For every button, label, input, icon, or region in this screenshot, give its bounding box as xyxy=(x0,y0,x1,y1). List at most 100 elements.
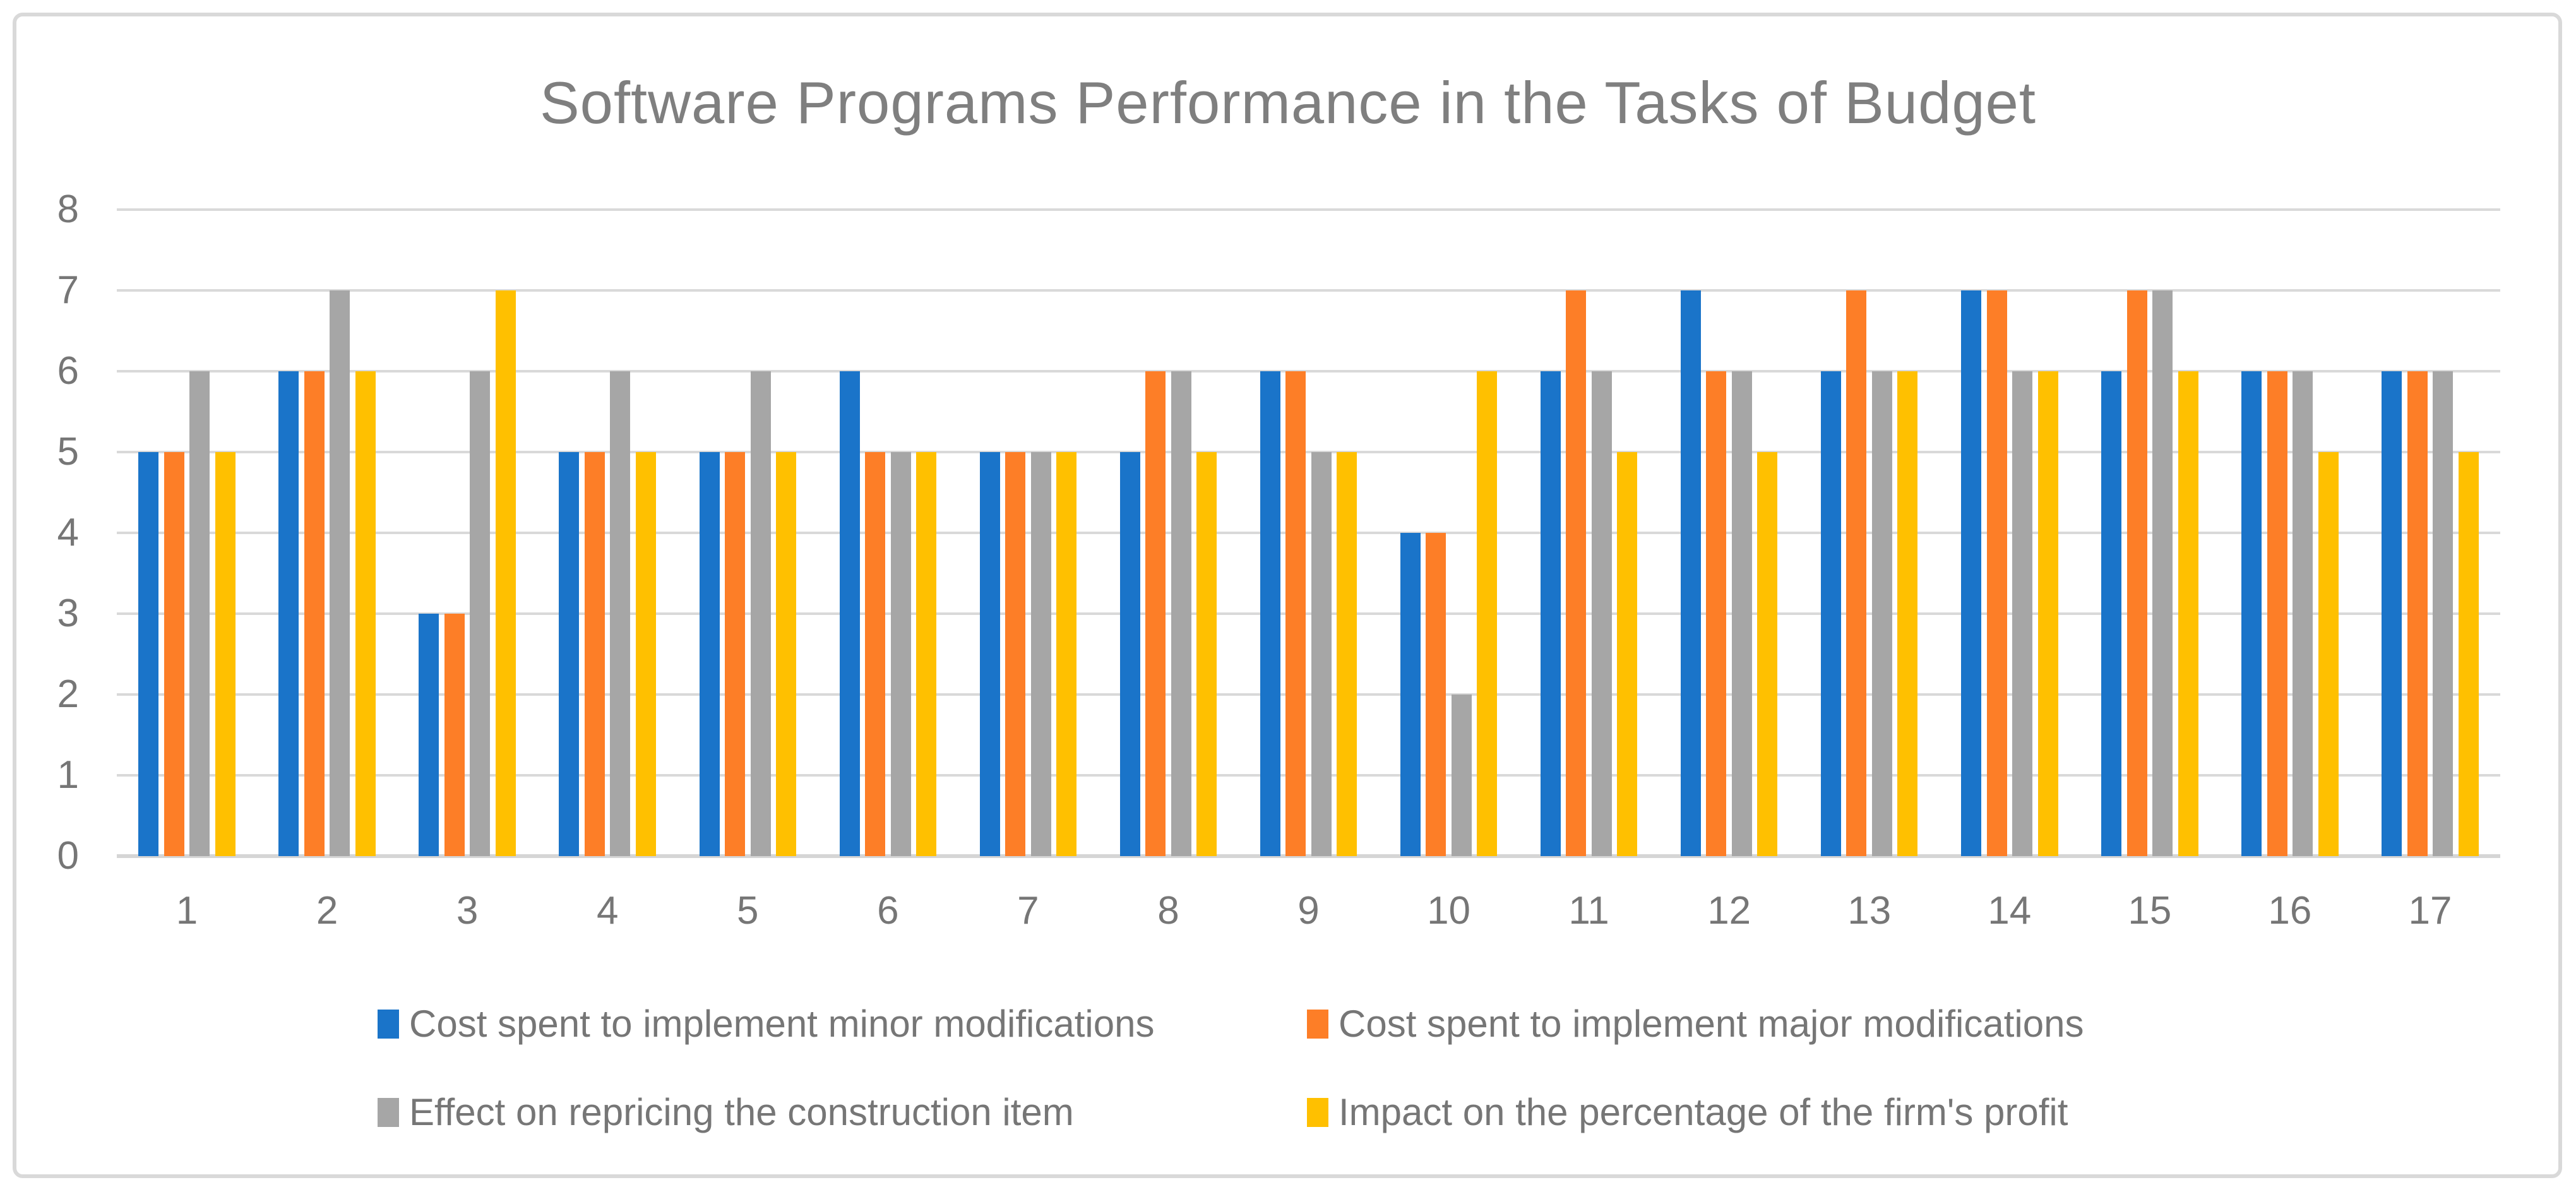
bar-series1-cat4 xyxy=(559,452,580,856)
bar-series4-cat17 xyxy=(2458,452,2479,856)
y-axis-tick-label: 4 xyxy=(57,511,79,554)
bar-series1-cat7 xyxy=(979,452,1000,856)
bar-series4-cat7 xyxy=(1056,452,1077,856)
legend-swatch-icon xyxy=(378,1098,399,1127)
bar-series3-cat3 xyxy=(470,371,491,856)
x-axis-category-label: 13 xyxy=(1847,889,1892,933)
bar-series3-cat1 xyxy=(189,371,210,856)
x-axis-category-label: 12 xyxy=(1707,889,1751,933)
bar-series4-cat4 xyxy=(635,452,656,856)
x-axis-category-label: 14 xyxy=(1988,889,2032,933)
legend-label: Cost spent to implement minor modificati… xyxy=(409,1003,1155,1045)
bar-series2-cat2 xyxy=(304,371,325,856)
bar-series1-cat15 xyxy=(2101,371,2122,856)
gridline xyxy=(117,370,2500,372)
bar-series1-cat5 xyxy=(699,452,720,856)
bar-series2-cat1 xyxy=(164,452,184,856)
x-axis-category-label: 7 xyxy=(1017,889,1039,933)
bar-series3-cat10 xyxy=(1451,694,1472,856)
gridline xyxy=(117,208,2500,211)
bar-series3-cat4 xyxy=(610,371,631,856)
bar-series2-cat15 xyxy=(2126,290,2147,856)
bar-series1-cat13 xyxy=(1820,371,1841,856)
bar-series3-cat17 xyxy=(2433,371,2454,856)
x-axis-category-label: 16 xyxy=(2268,889,2312,933)
bar-series4-cat13 xyxy=(1897,371,1918,856)
chart-title: Software Programs Performance in the Tas… xyxy=(539,69,2037,136)
gridline xyxy=(117,612,2500,615)
bar-series2-cat6 xyxy=(865,452,886,856)
y-axis-tick-label: 8 xyxy=(57,188,79,231)
x-axis-category-label: 15 xyxy=(2128,889,2172,933)
y-axis-tick-label: 7 xyxy=(57,268,79,312)
bar-series3-cat8 xyxy=(1171,371,1191,856)
y-axis-tick-label: 5 xyxy=(57,430,79,474)
bar-series2-cat10 xyxy=(1426,533,1446,856)
x-axis-line xyxy=(117,854,2500,858)
bar-series1-cat8 xyxy=(1119,452,1140,856)
x-axis-category-label: 9 xyxy=(1297,889,1320,933)
bar-series4-cat11 xyxy=(1617,452,1638,856)
bar-series2-cat8 xyxy=(1145,371,1166,856)
x-axis-category-label: 3 xyxy=(456,889,479,933)
y-axis-tick-label: 6 xyxy=(57,349,79,393)
bar-series1-cat1 xyxy=(138,452,159,856)
x-axis-category-label: 5 xyxy=(737,889,759,933)
y-axis-tick-label: 3 xyxy=(57,592,79,635)
bar-series4-cat10 xyxy=(1477,371,1498,856)
x-axis-category-label: 4 xyxy=(596,889,619,933)
legend-swatch-icon xyxy=(378,1010,399,1039)
bar-series3-cat6 xyxy=(890,452,911,856)
bar-series1-cat11 xyxy=(1540,371,1561,856)
legend-item-series2: Cost spent to implement major modificati… xyxy=(1307,999,2084,1049)
bar-series4-cat5 xyxy=(776,452,796,856)
bar-series4-cat6 xyxy=(916,452,937,856)
bar-series3-cat16 xyxy=(2293,371,2313,856)
bar-series3-cat9 xyxy=(1311,452,1332,856)
bar-series2-cat4 xyxy=(584,452,605,856)
legend-label: Cost spent to implement major modificati… xyxy=(1339,1003,2084,1045)
bar-series4-cat15 xyxy=(2178,371,2198,856)
legend-item-series1: Cost spent to implement minor modificati… xyxy=(378,999,1155,1049)
bar-series4-cat1 xyxy=(215,452,236,856)
bar-series4-cat14 xyxy=(2037,371,2058,856)
legend-swatch-icon xyxy=(1307,1010,1328,1039)
bar-series4-cat2 xyxy=(355,371,376,856)
bar-series4-cat16 xyxy=(2318,452,2339,856)
bar-series3-cat5 xyxy=(750,371,771,856)
bar-series4-cat3 xyxy=(495,290,516,856)
legend-label: Effect on repricing the construction ite… xyxy=(409,1091,1074,1133)
bar-series3-cat14 xyxy=(2012,371,2033,856)
bar-series2-cat5 xyxy=(725,452,745,856)
x-axis-category-label: 8 xyxy=(1157,889,1179,933)
bar-series1-cat6 xyxy=(839,371,860,856)
y-axis-tick-label: 0 xyxy=(57,834,79,878)
bar-series2-cat11 xyxy=(1566,290,1587,856)
bar-series2-cat7 xyxy=(1005,452,1026,856)
bar-series2-cat17 xyxy=(2407,371,2428,856)
bar-series4-cat12 xyxy=(1757,452,1778,856)
bar-series2-cat13 xyxy=(1846,290,1867,856)
bar-series2-cat16 xyxy=(2267,371,2287,856)
bar-series4-cat8 xyxy=(1196,452,1217,856)
bar-series1-cat17 xyxy=(2382,371,2402,856)
bar-series3-cat13 xyxy=(1871,371,1892,856)
x-axis-category-label: 10 xyxy=(1427,889,1471,933)
gridline xyxy=(117,289,2500,292)
gridline xyxy=(117,451,2500,453)
x-axis-category-label: 2 xyxy=(316,889,338,933)
bar-series3-cat11 xyxy=(1591,371,1612,856)
legend-label: Impact on the percentage of the firm's p… xyxy=(1339,1091,2068,1133)
y-axis-tick-label: 1 xyxy=(57,753,79,797)
bar-series2-cat14 xyxy=(1986,290,2007,856)
bar-series2-cat3 xyxy=(444,614,465,856)
x-axis-category-label: 1 xyxy=(176,889,198,933)
bar-series4-cat9 xyxy=(1337,452,1357,856)
bar-series1-cat14 xyxy=(1961,290,1982,856)
bar-series2-cat9 xyxy=(1285,371,1306,856)
legend-item-series4: Impact on the percentage of the firm's p… xyxy=(1307,1087,2068,1138)
bar-series1-cat3 xyxy=(419,614,439,856)
bar-series1-cat16 xyxy=(2241,371,2262,856)
bar-series1-cat9 xyxy=(1260,371,1280,856)
